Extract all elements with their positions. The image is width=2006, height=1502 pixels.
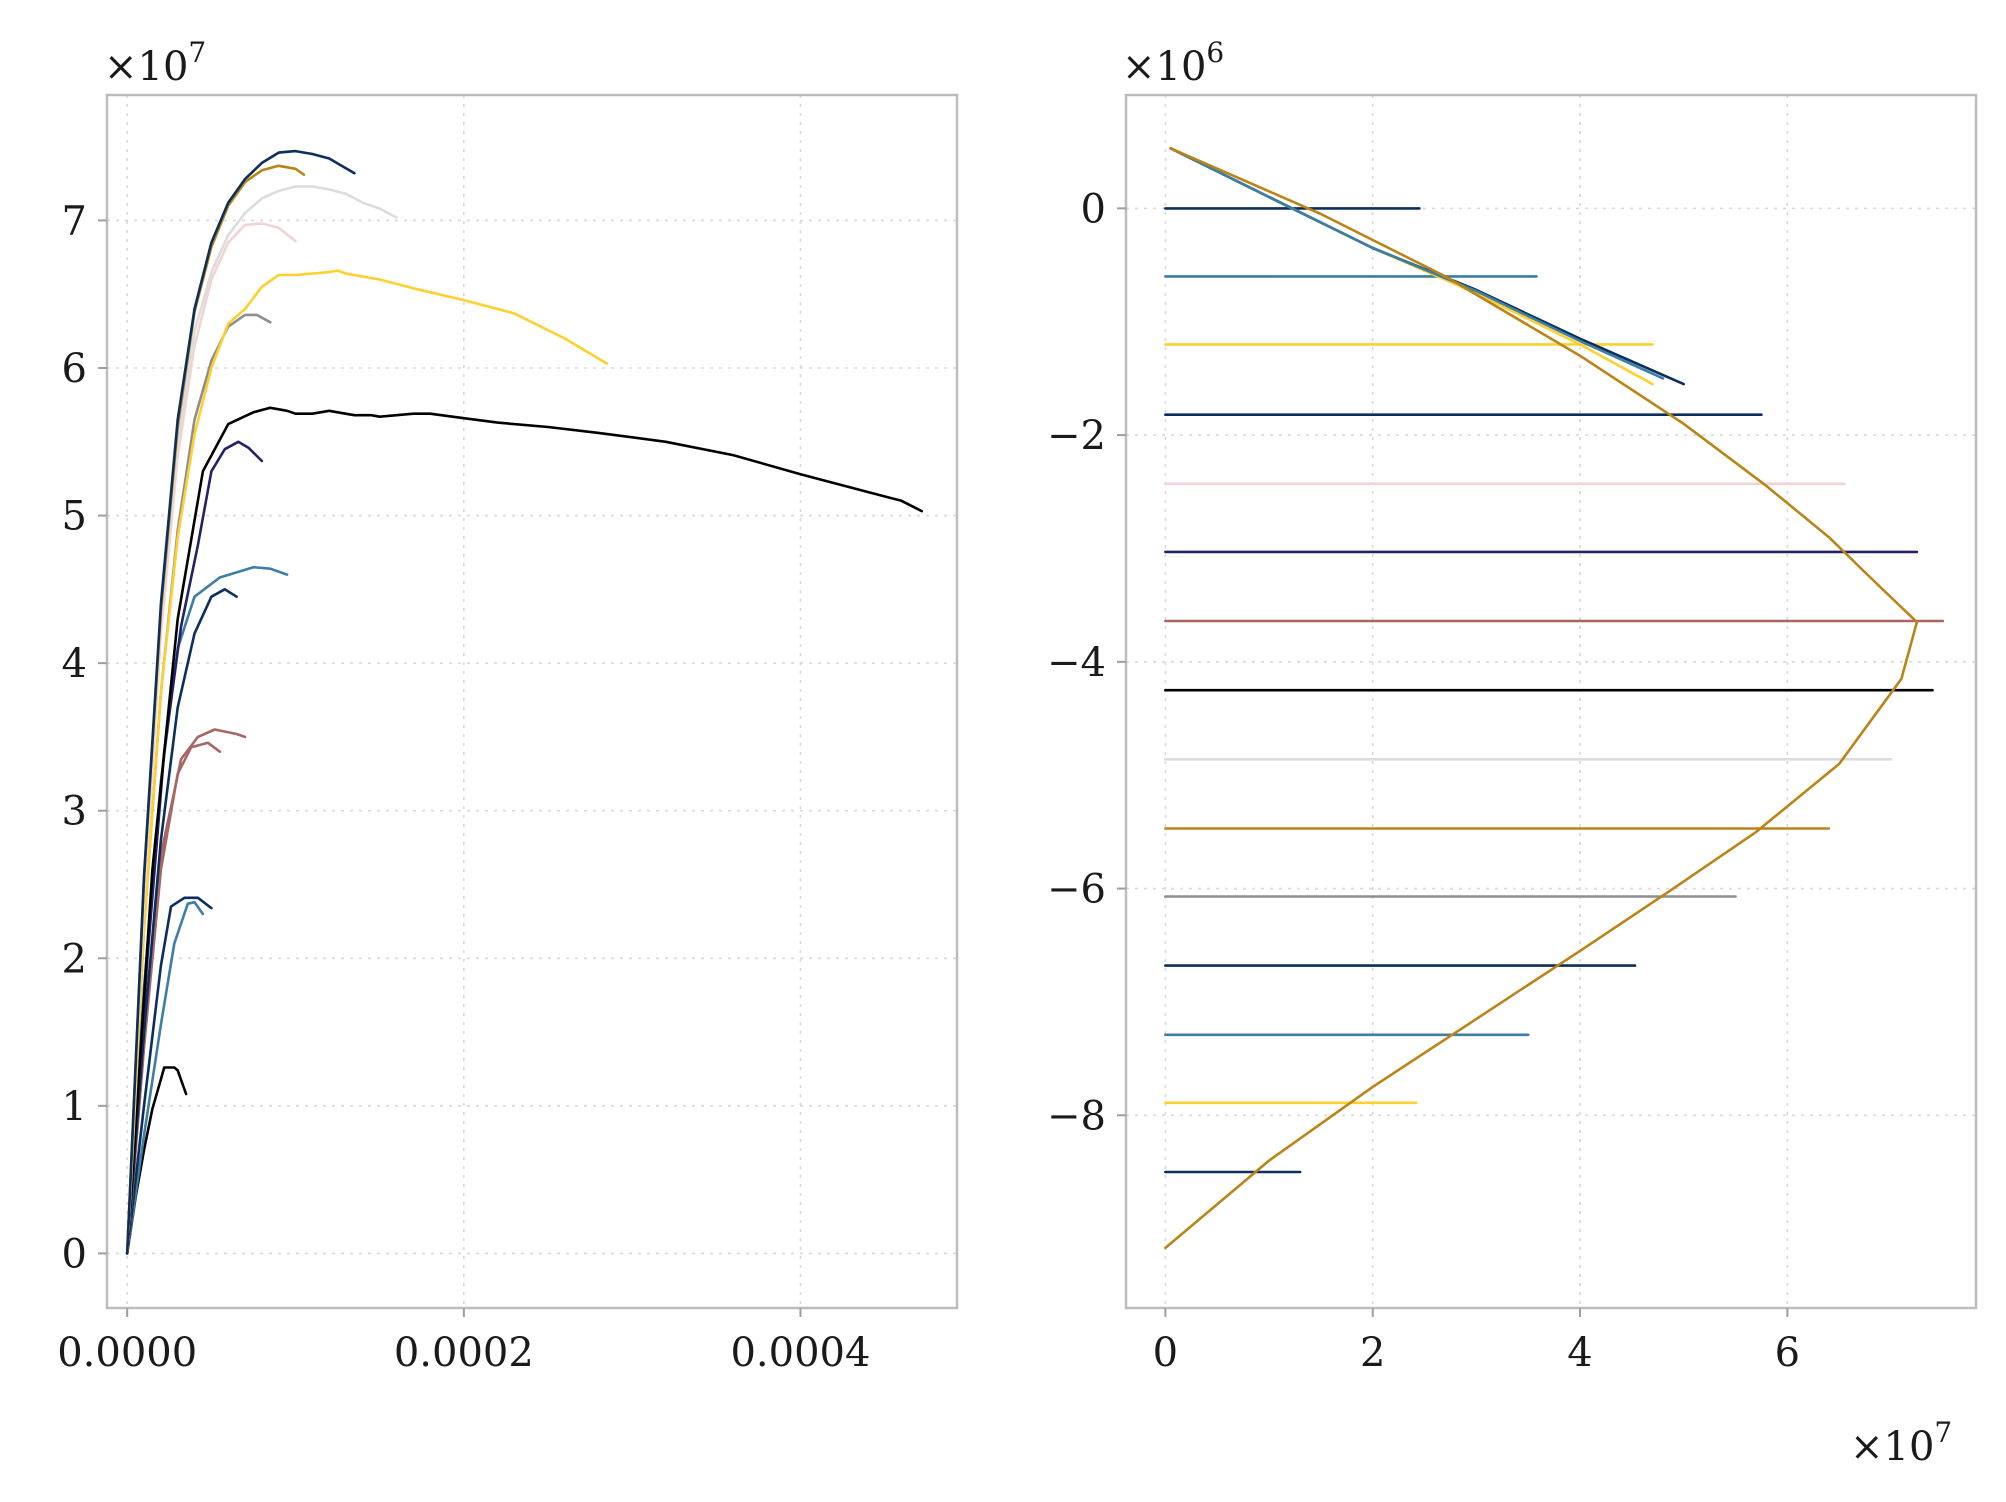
left-series-line-8	[125, 440, 264, 1255]
right-y-tick-label: −4	[1047, 640, 1106, 686]
right-x-tick-label: 6	[1775, 1330, 1800, 1376]
left-grid	[107, 95, 957, 1308]
left-plot-frame	[105, 93, 959, 1310]
left-series-line-3	[125, 896, 213, 1255]
left-plot-panel: 0.0000 0.0002 0.0004 0 1 2 3 4 5 6 7 ×107	[57, 36, 959, 1376]
left-y-tick-label: 7	[62, 198, 87, 244]
left-y-tick-label: 2	[62, 936, 87, 982]
left-series	[125, 149, 924, 1255]
right-x-tick-label: 4	[1567, 1330, 1592, 1376]
right-y-tick-label: 0	[1081, 186, 1106, 232]
left-x-tick-label: 0.0004	[730, 1330, 870, 1376]
left-y-tick-label: 6	[62, 346, 87, 392]
left-series-line-6	[125, 587, 238, 1255]
left-y-tick-label: 3	[62, 789, 87, 835]
left-series-line-15	[125, 149, 356, 1255]
right-series	[1164, 147, 1945, 1250]
left-x-tick-label: 0.0000	[57, 1330, 197, 1376]
left-y-offset-label: ×107	[104, 36, 206, 90]
right-series-line-19	[1164, 147, 1919, 1250]
left-x-tick-label: 0.0002	[394, 1330, 534, 1376]
left-series-line-11	[125, 269, 609, 1255]
left-axis-ticks: 0.0000 0.0002 0.0004 0 1 2 3 4 5 6 7	[57, 198, 870, 1376]
left-y-tick-label: 0	[62, 1231, 87, 1277]
right-grid	[1126, 95, 1976, 1308]
left-series-line-9	[125, 406, 924, 1255]
right-plot-frame	[1124, 93, 1978, 1310]
right-x-offset-label: ×107	[1850, 1416, 1952, 1470]
right-y-tick-label: −8	[1047, 1093, 1106, 1139]
right-x-tick-label: 0	[1153, 1330, 1178, 1376]
right-series-line-18	[1169, 147, 1665, 380]
right-plot-panel: 0 2 4 6 0 −2 −4 −6 −8 ×106 ×107	[1047, 36, 1978, 1470]
right-y-tick-label: −2	[1047, 413, 1106, 459]
left-y-tick-label: 5	[62, 494, 87, 540]
left-y-tick-label: 4	[62, 641, 87, 687]
left-series-line-2	[125, 900, 205, 1255]
right-x-tick-label: 2	[1360, 1330, 1385, 1376]
right-axis-ticks: 0 2 4 6 0 −2 −4 −6 −8	[1047, 186, 1800, 1376]
right-y-tick-label: −6	[1047, 867, 1106, 913]
right-y-offset-label: ×106	[1122, 36, 1224, 90]
left-y-tick-label: 1	[62, 1084, 87, 1130]
